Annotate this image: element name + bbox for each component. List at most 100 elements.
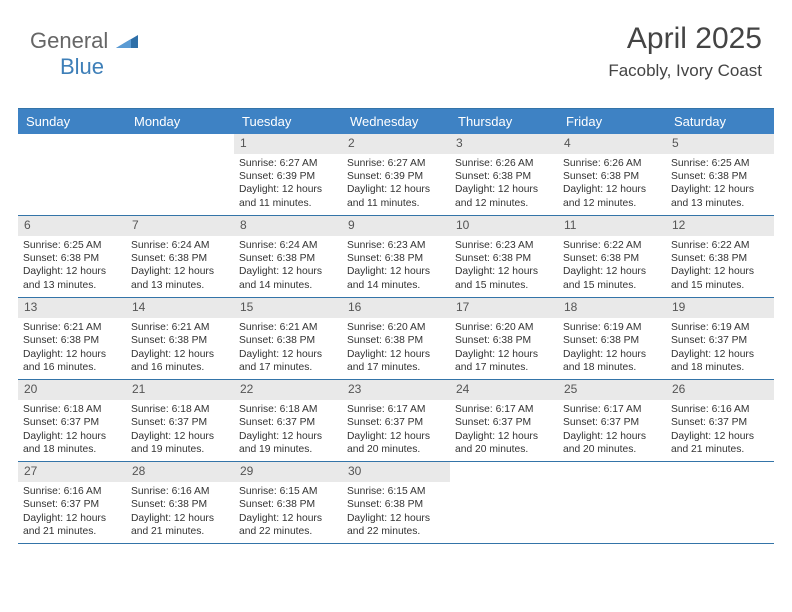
location-label: Facobly, Ivory Coast — [608, 61, 762, 81]
daylight-text: Daylight: 12 hours and 16 minutes. — [23, 348, 121, 375]
day-details: Sunrise: 6:18 AMSunset: 6:37 PMDaylight:… — [126, 400, 234, 462]
sunset-text: Sunset: 6:38 PM — [239, 498, 337, 511]
sunrise-text: Sunrise: 6:25 AM — [671, 157, 769, 170]
sunset-text: Sunset: 6:38 PM — [23, 252, 121, 265]
day-number: 1 — [234, 134, 342, 154]
day-cell — [558, 462, 666, 543]
sunset-text: Sunset: 6:37 PM — [671, 416, 769, 429]
day-details: Sunrise: 6:15 AMSunset: 6:38 PMDaylight:… — [234, 482, 342, 544]
day-details: Sunrise: 6:26 AMSunset: 6:38 PMDaylight:… — [558, 154, 666, 216]
daylight-text: Daylight: 12 hours and 15 minutes. — [671, 265, 769, 292]
sunrise-text: Sunrise: 6:25 AM — [23, 239, 121, 252]
day-details: Sunrise: 6:25 AMSunset: 6:38 PMDaylight:… — [666, 154, 774, 216]
daylight-text: Daylight: 12 hours and 12 minutes. — [563, 183, 661, 210]
day-number: 12 — [666, 216, 774, 236]
daylight-text: Daylight: 12 hours and 18 minutes. — [671, 348, 769, 375]
week-row: 20Sunrise: 6:18 AMSunset: 6:37 PMDayligh… — [18, 380, 774, 462]
week-row: 27Sunrise: 6:16 AMSunset: 6:37 PMDayligh… — [18, 462, 774, 544]
sunset-text: Sunset: 6:38 PM — [131, 498, 229, 511]
sunrise-text: Sunrise: 6:20 AM — [455, 321, 553, 334]
day-details: Sunrise: 6:25 AMSunset: 6:38 PMDaylight:… — [18, 236, 126, 298]
sunrise-text: Sunrise: 6:22 AM — [671, 239, 769, 252]
day-cell: 21Sunrise: 6:18 AMSunset: 6:37 PMDayligh… — [126, 380, 234, 461]
day-cell: 4Sunrise: 6:26 AMSunset: 6:38 PMDaylight… — [558, 134, 666, 215]
daylight-text: Daylight: 12 hours and 22 minutes. — [239, 512, 337, 539]
week-row: 13Sunrise: 6:21 AMSunset: 6:38 PMDayligh… — [18, 298, 774, 380]
day-cell: 27Sunrise: 6:16 AMSunset: 6:37 PMDayligh… — [18, 462, 126, 543]
sunrise-text: Sunrise: 6:24 AM — [239, 239, 337, 252]
daylight-text: Daylight: 12 hours and 15 minutes. — [563, 265, 661, 292]
day-number: 5 — [666, 134, 774, 154]
logo-triangle-icon — [116, 28, 138, 54]
day-cell: 30Sunrise: 6:15 AMSunset: 6:38 PMDayligh… — [342, 462, 450, 543]
sunset-text: Sunset: 6:37 PM — [671, 334, 769, 347]
day-number: 7 — [126, 216, 234, 236]
sunrise-text: Sunrise: 6:23 AM — [347, 239, 445, 252]
daylight-text: Daylight: 12 hours and 18 minutes. — [563, 348, 661, 375]
daylight-text: Daylight: 12 hours and 11 minutes. — [239, 183, 337, 210]
day-details: Sunrise: 6:16 AMSunset: 6:37 PMDaylight:… — [666, 400, 774, 462]
day-cell: 10Sunrise: 6:23 AMSunset: 6:38 PMDayligh… — [450, 216, 558, 297]
sunset-text: Sunset: 6:38 PM — [239, 334, 337, 347]
daylight-text: Daylight: 12 hours and 17 minutes. — [347, 348, 445, 375]
daylight-text: Daylight: 12 hours and 20 minutes. — [455, 430, 553, 457]
day-details: Sunrise: 6:21 AMSunset: 6:38 PMDaylight:… — [234, 318, 342, 380]
day-header: Monday — [126, 109, 234, 134]
day-number: 21 — [126, 380, 234, 400]
daylight-text: Daylight: 12 hours and 21 minutes. — [131, 512, 229, 539]
daylight-text: Daylight: 12 hours and 12 minutes. — [455, 183, 553, 210]
day-number: 14 — [126, 298, 234, 318]
sunrise-text: Sunrise: 6:23 AM — [455, 239, 553, 252]
daylight-text: Daylight: 12 hours and 13 minutes. — [131, 265, 229, 292]
day-cell: 26Sunrise: 6:16 AMSunset: 6:37 PMDayligh… — [666, 380, 774, 461]
day-number: 23 — [342, 380, 450, 400]
sunrise-text: Sunrise: 6:18 AM — [131, 403, 229, 416]
sunset-text: Sunset: 6:38 PM — [239, 252, 337, 265]
day-cell — [450, 462, 558, 543]
sunset-text: Sunset: 6:38 PM — [455, 252, 553, 265]
sunset-text: Sunset: 6:39 PM — [239, 170, 337, 183]
week-row: 6Sunrise: 6:25 AMSunset: 6:38 PMDaylight… — [18, 216, 774, 298]
day-header: Friday — [558, 109, 666, 134]
daylight-text: Daylight: 12 hours and 14 minutes. — [347, 265, 445, 292]
day-cell: 3Sunrise: 6:26 AMSunset: 6:38 PMDaylight… — [450, 134, 558, 215]
sunset-text: Sunset: 6:37 PM — [455, 416, 553, 429]
day-cell: 25Sunrise: 6:17 AMSunset: 6:37 PMDayligh… — [558, 380, 666, 461]
sunset-text: Sunset: 6:38 PM — [131, 252, 229, 265]
day-details: Sunrise: 6:20 AMSunset: 6:38 PMDaylight:… — [342, 318, 450, 380]
brand-blue: Blue — [60, 54, 104, 79]
day-cell: 1Sunrise: 6:27 AMSunset: 6:39 PMDaylight… — [234, 134, 342, 215]
sunset-text: Sunset: 6:37 PM — [23, 498, 121, 511]
sunrise-text: Sunrise: 6:26 AM — [455, 157, 553, 170]
day-cell — [126, 134, 234, 215]
day-cell: 18Sunrise: 6:19 AMSunset: 6:38 PMDayligh… — [558, 298, 666, 379]
sunrise-text: Sunrise: 6:19 AM — [671, 321, 769, 334]
sunrise-text: Sunrise: 6:19 AM — [563, 321, 661, 334]
sunset-text: Sunset: 6:38 PM — [455, 170, 553, 183]
sunset-text: Sunset: 6:38 PM — [347, 252, 445, 265]
day-header: Sunday — [18, 109, 126, 134]
sunrise-text: Sunrise: 6:21 AM — [131, 321, 229, 334]
day-details: Sunrise: 6:16 AMSunset: 6:38 PMDaylight:… — [126, 482, 234, 544]
day-number: 16 — [342, 298, 450, 318]
day-number: 29 — [234, 462, 342, 482]
day-number: 25 — [558, 380, 666, 400]
sunrise-text: Sunrise: 6:21 AM — [23, 321, 121, 334]
sunset-text: Sunset: 6:39 PM — [347, 170, 445, 183]
day-cell: 16Sunrise: 6:20 AMSunset: 6:38 PMDayligh… — [342, 298, 450, 379]
sunset-text: Sunset: 6:37 PM — [563, 416, 661, 429]
day-number: 2 — [342, 134, 450, 154]
day-details: Sunrise: 6:21 AMSunset: 6:38 PMDaylight:… — [18, 318, 126, 380]
day-number: 28 — [126, 462, 234, 482]
daylight-text: Daylight: 12 hours and 11 minutes. — [347, 183, 445, 210]
daylight-text: Daylight: 12 hours and 19 minutes. — [131, 430, 229, 457]
day-details: Sunrise: 6:23 AMSunset: 6:38 PMDaylight:… — [450, 236, 558, 298]
day-number: 27 — [18, 462, 126, 482]
sunset-text: Sunset: 6:38 PM — [563, 170, 661, 183]
day-cell: 15Sunrise: 6:21 AMSunset: 6:38 PMDayligh… — [234, 298, 342, 379]
day-details: Sunrise: 6:16 AMSunset: 6:37 PMDaylight:… — [18, 482, 126, 544]
day-details: Sunrise: 6:23 AMSunset: 6:38 PMDaylight:… — [342, 236, 450, 298]
sunrise-text: Sunrise: 6:18 AM — [23, 403, 121, 416]
day-details: Sunrise: 6:19 AMSunset: 6:37 PMDaylight:… — [666, 318, 774, 380]
day-cell: 22Sunrise: 6:18 AMSunset: 6:37 PMDayligh… — [234, 380, 342, 461]
